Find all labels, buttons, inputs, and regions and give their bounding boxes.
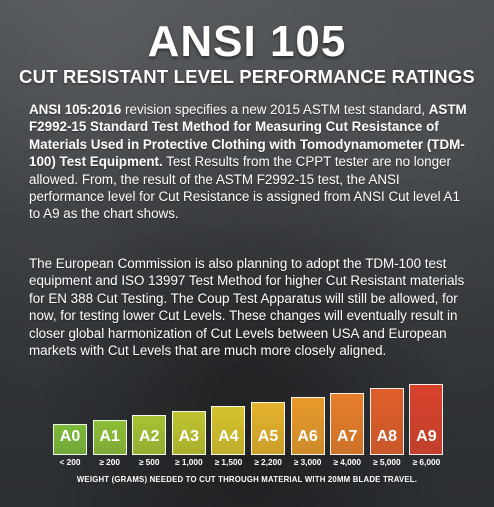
- paragraph-text: Test Results from the CPPT tester are no…: [29, 154, 460, 222]
- level-bar-a4: A4: [211, 406, 246, 455]
- level-label: A3: [178, 428, 200, 445]
- level-label: A5: [257, 428, 279, 445]
- level-bar-a3: A3: [171, 410, 206, 455]
- level-bar-a6: A6: [290, 397, 325, 455]
- test-method-name: ASTM F2992-15 Standard Test Method for M…: [29, 102, 467, 170]
- page-subtitle: CUT RESISTANT LEVEL PERFORMANCE RATINGS: [19, 66, 475, 87]
- cut-level-bars: A0 A1 A2 A3 A4 A5 A6 A7 A8 A9: [53, 383, 445, 455]
- paragraph-text: revision specifies a new 2015 ASTM test …: [121, 102, 429, 117]
- level-label: A1: [99, 428, 120, 445]
- level-bar-a0: A0: [53, 424, 87, 455]
- level-weight: ≥ 3,000: [293, 457, 322, 467]
- paragraph-european: The European Commission is also planning…: [29, 256, 465, 359]
- level-bar-a5: A5: [251, 401, 285, 455]
- level-weight: ≥ 500: [138, 457, 160, 467]
- level-weight: ≥ 200: [99, 457, 120, 467]
- level-weight: ≥ 1,000: [174, 457, 203, 467]
- level-bar-a2: A2: [132, 415, 167, 455]
- level-label: A8: [376, 428, 398, 445]
- level-label: A4: [218, 428, 239, 445]
- level-bar-a8: A8: [369, 388, 404, 455]
- level-bar-a7: A7: [330, 392, 365, 455]
- level-weight: ≥ 1,500: [214, 457, 243, 467]
- level-weight: < 200: [59, 457, 81, 467]
- level-label: A6: [297, 428, 318, 445]
- page-title: ANSI 105: [147, 17, 347, 66]
- level-bar-a1: A1: [92, 419, 127, 455]
- level-label: A2: [138, 428, 160, 445]
- level-label: A0: [59, 428, 81, 445]
- paragraph-ansi: ANSI 105:2016 revision specifies a new 2…: [29, 101, 469, 223]
- footer-note: WEIGHT (GRAMS) NEEDED TO CUT THROUGH MAT…: [76, 475, 418, 484]
- level-bar-a9: A9: [409, 383, 444, 455]
- level-weight: ≥ 5,000: [372, 457, 401, 467]
- level-weight: ≥ 4,000: [333, 457, 361, 467]
- level-weight: ≥ 2,200: [254, 457, 282, 467]
- level-weight: ≥ 6,000: [412, 457, 441, 467]
- level-label: A9: [416, 428, 437, 445]
- standard-name: ANSI 105:2016: [29, 102, 122, 117]
- level-label: A7: [336, 428, 358, 445]
- weight-thresholds: < 200 ≥ 200 ≥ 500 ≥ 1,000 ≥ 1,500 ≥ 2,200 ≥ 3,…: [53, 457, 445, 471]
